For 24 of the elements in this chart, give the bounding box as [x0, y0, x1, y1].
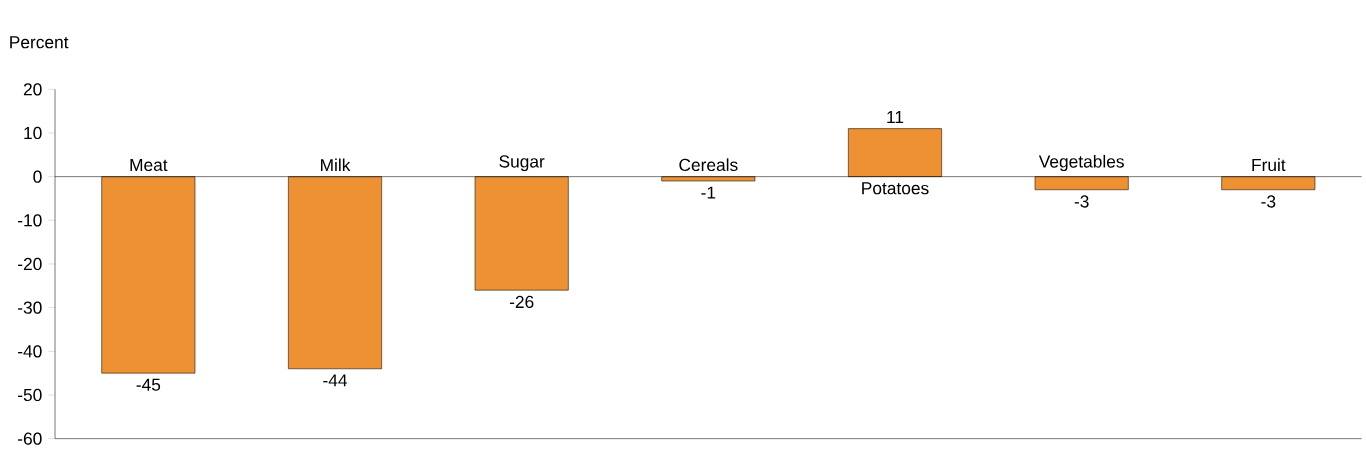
y-tick-label: -10 [18, 214, 42, 227]
y-axis-title: Percent [10, 36, 69, 49]
y-tick-label: 0 [33, 170, 42, 183]
y-tick-label: -40 [18, 345, 42, 358]
data-label: -44 [323, 374, 348, 387]
x-tick-label: Vegetables [1038, 154, 1124, 172]
data-label: -1 [701, 186, 716, 199]
y-tick-label: -50 [18, 388, 42, 402]
x-tick-label: Cereals [679, 158, 738, 172]
y-tick-label: 20 [23, 83, 42, 96]
y-tick-label: -20 [18, 257, 42, 271]
x-tick-label: Sugar [499, 155, 545, 172]
x-tick-label: Fruit [1252, 158, 1286, 172]
data-label: -3 [1074, 195, 1089, 208]
x-tick-label: Meat [130, 158, 168, 172]
data-label: -26 [509, 295, 534, 309]
data-label: -45 [136, 378, 161, 391]
x-tick-label: Milk [321, 158, 351, 172]
x-tick-label: Potatoes [862, 182, 929, 195]
y-tick-label: -60 [18, 432, 42, 445]
data-label: -3 [1261, 195, 1276, 208]
y-tick-label: -30 [18, 301, 42, 314]
y-tick-label: 10 [24, 126, 42, 140]
data-label: 11 [887, 111, 904, 124]
